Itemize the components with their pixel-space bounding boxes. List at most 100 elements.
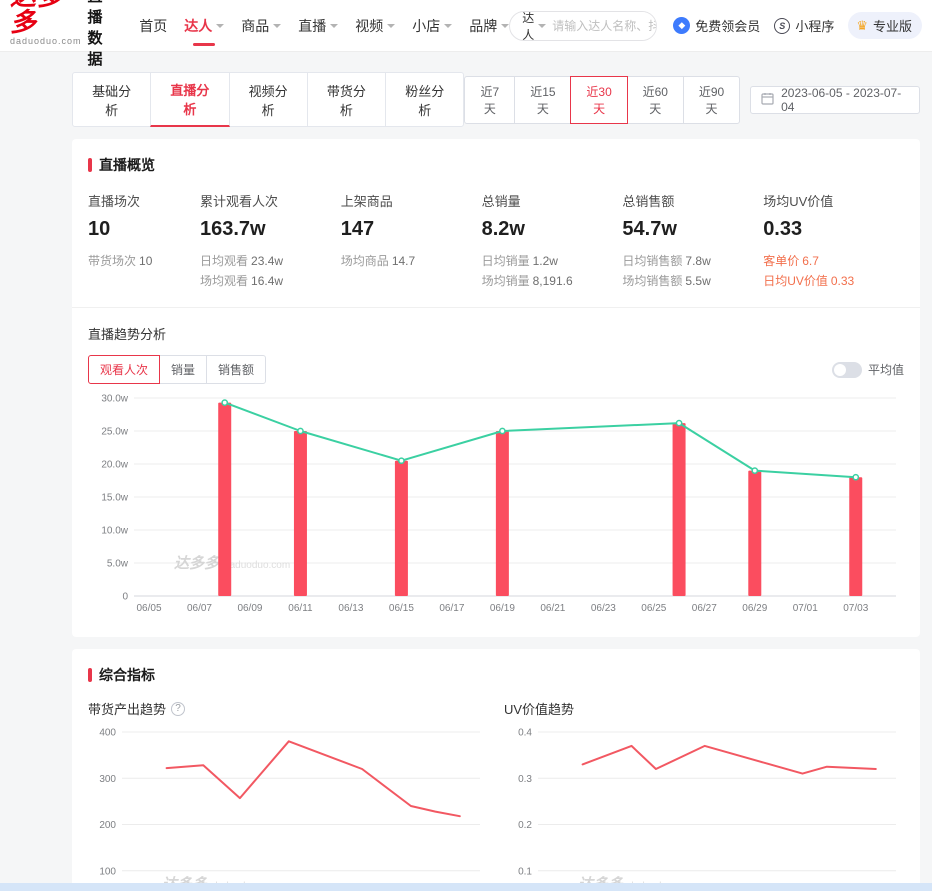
stat-label: 场均UV价值 <box>763 194 834 209</box>
stat-total-revenue: 总销售额 54.7w 日均销售额 7.8w 场均销售额 5.5w <box>622 191 763 291</box>
filter-30d[interactable]: 近30天 <box>570 75 628 124</box>
nav-label: 视频 <box>355 17 384 34</box>
svg-text:06/17: 06/17 <box>439 603 464 614</box>
card-divider <box>72 307 920 308</box>
svg-text:100: 100 <box>99 866 116 877</box>
nav-label: 小店 <box>412 17 441 34</box>
help-icon[interactable]: ? <box>171 701 186 716</box>
metric-sales-button[interactable]: 销量 <box>159 355 208 384</box>
date-range-value: 2023-06-05 - 2023-07-04 <box>781 85 902 114</box>
stat-sub: 日均销售额 7.8w <box>622 251 763 271</box>
stat-sub-label: 日均销售额 <box>622 254 683 268</box>
chevron-down-icon <box>273 23 282 32</box>
tab-basic-analysis[interactable]: 基础分析 <box>72 72 152 127</box>
sales-output-chart: 010020030040006/0506/0806/1106/1406/1706… <box>88 724 488 891</box>
chevron-down-icon <box>216 23 225 32</box>
svg-text:15.0w: 15.0w <box>101 493 128 504</box>
stat-uv-value: 场均UV价值 0.33 客单价 6.7 日均UV价值 0.33 <box>763 191 904 291</box>
search-input[interactable] <box>552 11 657 40</box>
stat-sub-value: 0.33 <box>830 274 855 288</box>
nav-item-shop[interactable]: 小店 <box>412 16 453 36</box>
section-marker <box>88 668 92 682</box>
svg-text:5.0w: 5.0w <box>107 559 129 570</box>
tab-live-analysis[interactable]: 直播分析 <box>150 72 230 127</box>
tab-sales-analysis[interactable]: 带货分析 <box>306 72 387 127</box>
stat-sub: 场均商品 14.7 <box>341 251 482 271</box>
filter-15d[interactable]: 近15天 <box>514 75 572 124</box>
navbar-right-links: ◆ 免费领会员 S 小程序 ♛ 专业版 <box>673 12 922 39</box>
date-filters: 近7天 近15天 近30天 近60天 近90天 2023-06-05 - 202… <box>464 75 920 124</box>
filter-60d[interactable]: 近60天 <box>626 75 684 124</box>
filter-7d[interactable]: 近7天 <box>464 75 516 124</box>
stat-sub: 日均观看 23.4w <box>200 251 341 271</box>
sales-output-title: 带货产出趋势 ? <box>88 699 488 718</box>
stat-sub: 日均UV价值 0.33 <box>763 271 904 291</box>
free-member-link[interactable]: ◆ 免费领会员 <box>673 16 760 35</box>
live-overview-card: 直播概览 直播场次 10 带货场次 10 累计观看人次 163.7w 日均观看 23… <box>72 139 920 637</box>
stat-sub: 带货场次 10 <box>88 251 200 271</box>
average-switch[interactable] <box>831 361 862 378</box>
svg-text:0.4: 0.4 <box>518 728 532 739</box>
filter-90d[interactable]: 近90天 <box>682 75 741 124</box>
chevron-down-icon <box>387 23 396 32</box>
analysis-toolbar: 基础分析 直播分析 视频分析 带货分析 粉丝分析 近7天 近15天 近30天 近… <box>72 72 920 127</box>
trend-controls: 观看人次 销量 销售额 平均值 <box>88 355 904 384</box>
nav-item-video[interactable]: 视频 <box>355 16 396 36</box>
stat-sub: 场均观看 16.4w <box>200 271 341 291</box>
nav-item-home[interactable]: 首页 <box>139 16 167 36</box>
member-icon: ◆ <box>673 17 691 34</box>
page-content: 基础分析 直播分析 视频分析 带货分析 粉丝分析 近7天 近15天 近30天 近… <box>72 72 920 891</box>
tab-fans-analysis[interactable]: 粉丝分析 <box>385 72 465 127</box>
chevron-down-icon <box>444 23 453 32</box>
free-member-label: 免费领会员 <box>695 19 761 34</box>
uv-value-chart: 00.10.20.30.406/0506/0806/1106/1406/1706… <box>504 724 904 891</box>
mini-program-link[interactable]: S 小程序 <box>774 16 834 35</box>
stat-sub-value: 1.2w <box>532 254 558 268</box>
chevron-down-icon <box>330 23 339 32</box>
stat-sub-label: 场均商品 <box>340 254 389 268</box>
stat-value: 8.2w <box>481 218 525 240</box>
stat-sub-value: 7.8w <box>685 254 711 268</box>
search-category-dropdown[interactable]: 达人 <box>510 12 552 40</box>
svg-text:06/13: 06/13 <box>338 603 363 614</box>
uv-value-panel: UV价值趋势 00.10.20.30.406/0506/0806/1106/14… <box>504 699 904 891</box>
stat-label: 直播场次 <box>88 194 141 209</box>
stat-sub: 日均销量 1.2w <box>482 251 623 271</box>
logo[interactable]: 达多多 daduoduo.com 直播数据 <box>10 0 113 69</box>
nav-item-influencer[interactable]: 达人 <box>184 16 225 46</box>
date-range-picker[interactable]: 2023-06-05 - 2023-07-04 <box>750 85 920 114</box>
mini-program-icon: S <box>774 17 791 34</box>
quick-date-group: 近7天 近15天 近30天 近60天 近90天 <box>464 75 741 124</box>
stat-live-sessions: 直播场次 10 带货场次 10 <box>88 191 200 291</box>
svg-text:25.0w: 25.0w <box>101 427 128 438</box>
stat-value: 147 <box>340 218 375 240</box>
calendar-icon <box>761 92 774 108</box>
metric-revenue-button[interactable]: 销售额 <box>206 355 267 384</box>
nav-item-brand[interactable]: 品牌 <box>469 16 510 36</box>
stat-sub-value: 10 <box>139 254 153 268</box>
svg-text:0.2: 0.2 <box>518 820 532 831</box>
nav-item-live[interactable]: 直播 <box>298 16 339 36</box>
stat-sub: 场均销量 8,191.6 <box>482 271 623 291</box>
section-marker <box>88 158 92 172</box>
svg-text:07/03: 07/03 <box>843 603 868 614</box>
nav-label: 达人 <box>184 17 213 34</box>
stat-sub-value: 14.7 <box>391 254 416 268</box>
metric-toggle-group: 观看人次 销量 销售额 <box>88 355 267 384</box>
metric-views-button[interactable]: 观看人次 <box>88 355 161 384</box>
svg-text:06/19: 06/19 <box>490 603 515 614</box>
main-nav: 首页 达人 商品 直播 视频 小店 品牌 <box>139 16 510 46</box>
stat-products-listed: 上架商品 147 场均商品 14.7 <box>341 191 482 291</box>
stat-sub-label: 带货场次 <box>88 254 137 268</box>
stat-sub-label: 场均观看 <box>200 274 249 288</box>
panel-title-text: 带货产出趋势 <box>88 702 167 717</box>
stat-label: 上架商品 <box>340 194 393 209</box>
stat-sub-value: 23.4w <box>251 254 284 268</box>
pro-version-label: 专业版 <box>872 19 912 34</box>
tab-video-analysis[interactable]: 视频分析 <box>228 72 308 127</box>
nav-label: 首页 <box>139 17 168 34</box>
nav-item-products[interactable]: 商品 <box>241 16 282 36</box>
pro-version-link[interactable]: ♛ 专业版 <box>848 12 922 39</box>
stat-total-views: 累计观看人次 163.7w 日均观看 23.4w 场均观看 16.4w <box>200 191 341 291</box>
stat-sub: 客单价 6.7 <box>763 251 904 271</box>
